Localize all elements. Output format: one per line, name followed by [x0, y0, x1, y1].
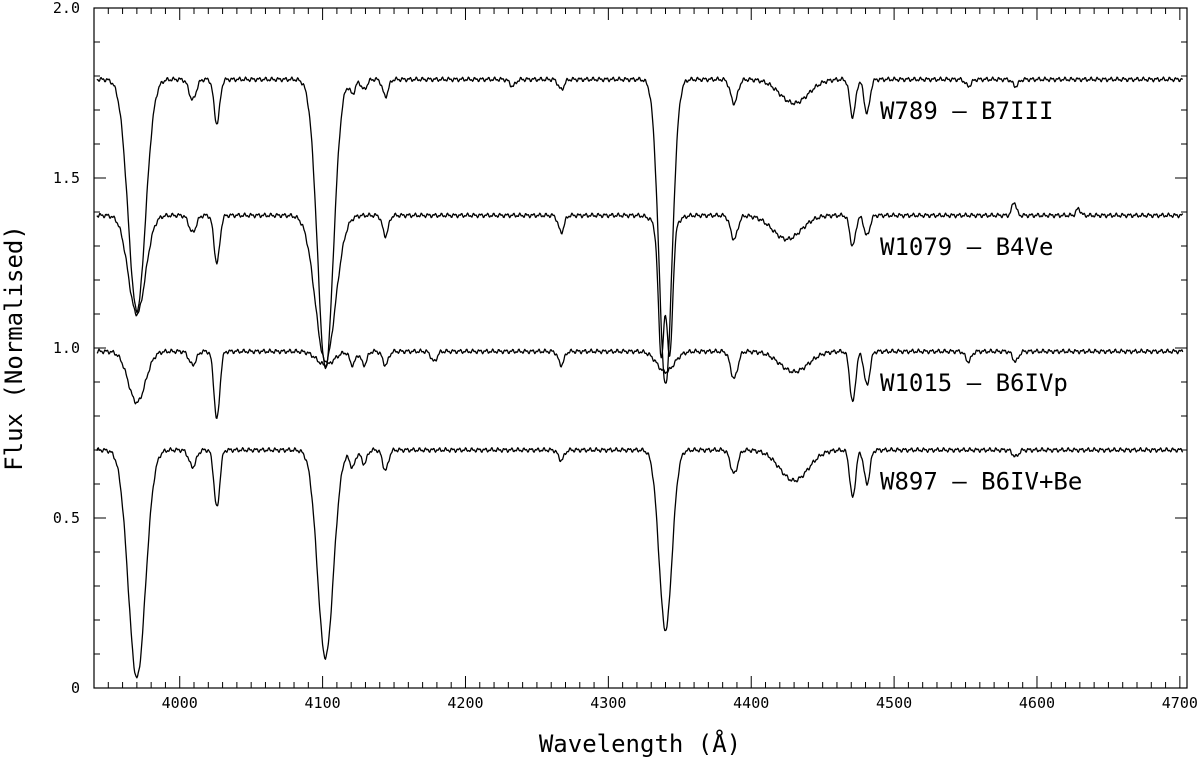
x-tick-label: 4000 — [162, 694, 198, 712]
y-tick-label: 1.0 — [53, 339, 80, 357]
spectrum-label: W789 – B7III — [880, 97, 1053, 125]
y-tick-label: 1.5 — [53, 169, 80, 187]
x-axis-title: Wavelength (Å) — [539, 729, 741, 758]
y-axis-title: Flux (Normalised) — [0, 225, 28, 471]
x-tick-label: 4200 — [447, 694, 483, 712]
axis-ticks — [94, 7, 1187, 689]
spectrum-label: W1079 – B4Ve — [880, 233, 1053, 261]
spectra-lines — [96, 76, 1184, 679]
spectrum-line-1 — [96, 76, 1184, 384]
x-tick-label: 4700 — [1162, 694, 1198, 712]
x-tick-label: 4600 — [1019, 694, 1055, 712]
spectrum-label: W897 – B6IV+Be — [880, 468, 1082, 496]
x-tick-label: 4300 — [590, 694, 626, 712]
y-tick-label: 2.0 — [53, 0, 80, 17]
spectrum-line-2 — [96, 202, 1184, 363]
spectrum-annotations: W789 – B7III W1079 – B4Ve W1015 – B6IVp W89… — [880, 97, 1082, 496]
spectrum-line-3 — [96, 348, 1184, 420]
axis-tick-labels: 4000 4100 4200 4300 4400 4500 4600 4700 0 0.5 1.0 1… — [53, 0, 1198, 712]
spectrum-label: W1015 – B6IVp — [880, 369, 1068, 397]
y-tick-label: 0.5 — [53, 509, 80, 527]
x-tick-label: 4100 — [305, 694, 341, 712]
spectrum-line-4 — [96, 446, 1184, 679]
y-tick-label: 0 — [71, 679, 80, 697]
x-tick-label: 4500 — [876, 694, 912, 712]
x-tick-label: 4400 — [733, 694, 769, 712]
